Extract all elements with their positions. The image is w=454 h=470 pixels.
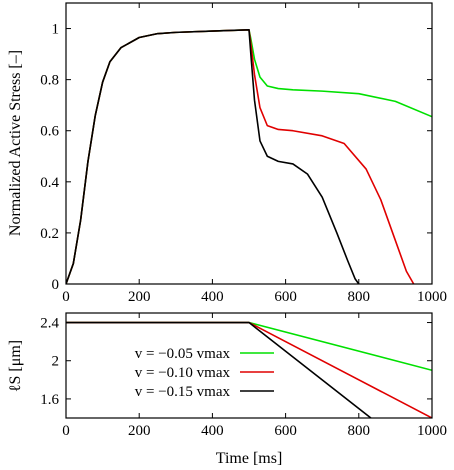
- sarcomere-length-x-tick-label: 0: [62, 423, 70, 439]
- active-stress-y-tick-label: 0.4: [40, 175, 59, 191]
- sarcomere-length-axes-frame: [65, 312, 433, 419]
- active-stress-x-tick-label: 200: [128, 289, 151, 305]
- sarcomere-length-series-line-0: [66, 321, 432, 372]
- active-stress-series-line-0: [66, 29, 432, 284]
- sarcomere-length-ticks: 0 200 400 600 800 1000 1.6 2 2.4: [40, 313, 447, 439]
- sarcomere-length-y-axis-label: ℓS [μm]: [7, 340, 24, 392]
- legend-label-2: v = −0.15 vmax: [135, 384, 231, 400]
- active-stress-series-line-2: [66, 29, 360, 284]
- legend: v = −0.05 vmax v = −0.10 vmax v = −0.15 vm…: [135, 346, 274, 400]
- active-stress-x-tick-label: 400: [201, 289, 224, 305]
- time-x-axis-label: Time [ms]: [216, 450, 283, 467]
- sarcomere-length-chart: 0 200 400 600 800 1000 1.6 2 2.4 ℓS [μm] Time [m…: [7, 312, 447, 467]
- active-stress-plot-area: [66, 29, 432, 284]
- sarcomere-length-y-tick-label: 2: [52, 354, 60, 370]
- sarcomere-length-plot-area: [66, 321, 432, 418]
- sarcomere-length-x-tick-label: 400: [201, 423, 224, 439]
- legend-label-0: v = −0.05 vmax: [135, 346, 231, 362]
- sarcomere-length-y-tick-label: 2.4: [40, 316, 59, 332]
- active-stress-axes-frame: [65, 2, 433, 285]
- legend-label-1: v = −0.10 vmax: [135, 365, 231, 381]
- sarcomere-length-y-tick-label: 1.6: [40, 392, 59, 408]
- active-stress-y-tick-label: 0.6: [40, 124, 59, 140]
- active-stress-y-tick-label: 0.2: [40, 226, 59, 242]
- active-stress-y-tick-label: 1: [52, 22, 60, 38]
- active-stress-x-tick-label: 0: [62, 289, 70, 305]
- active-stress-series-line-1: [66, 29, 415, 284]
- active-stress-x-tick-label: 1000: [417, 289, 447, 305]
- sarcomere-length-x-tick-label: 600: [274, 423, 297, 439]
- active-stress-y-tick-label: 0.8: [40, 73, 59, 89]
- sarcomere-length-x-tick-label: 200: [128, 423, 151, 439]
- active-stress-y-tick-label: 0: [52, 277, 60, 293]
- sarcomere-length-x-tick-label: 800: [348, 423, 371, 439]
- active-stress-ticks: 0 200 400 600 800 1000 0 0.2 0.4 0.6 0.8 1: [40, 3, 447, 305]
- sarcomere-length-series-line-1: [66, 321, 432, 418]
- sarcomere-length-series-line-2: [66, 321, 372, 418]
- active-stress-y-axis-label: Normalized Active Stress [–]: [7, 50, 24, 236]
- active-stress-x-tick-label: 800: [348, 289, 371, 305]
- sarcomere-length-x-tick-label: 1000: [417, 423, 447, 439]
- active-stress-chart: 0 200 400 600 800 1000 0 0.2 0.4 0.6 0.8 1 Normaliz…: [7, 2, 447, 305]
- active-stress-x-tick-label: 600: [274, 289, 297, 305]
